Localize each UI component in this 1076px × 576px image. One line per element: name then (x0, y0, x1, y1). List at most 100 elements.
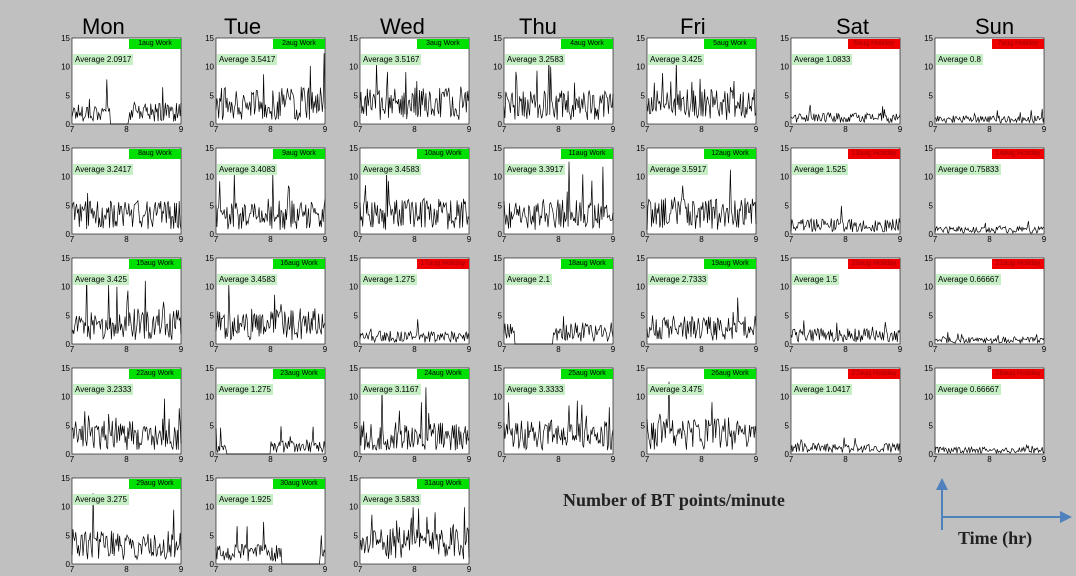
y-tick-label: 10 (493, 393, 502, 402)
panel-plot: 0 5 10 15 7 8 9 (205, 144, 328, 244)
x-tick-label: 9 (611, 125, 616, 134)
x-tick-label: 8 (699, 235, 704, 244)
panel-20aug: 0 5 10 15 7 8 9 20aug Holiday Average 1.5 (780, 254, 915, 356)
panel-plot: 0 5 10 15 7 8 9 (493, 364, 616, 464)
day-type-badge: 22aug Work (129, 369, 181, 379)
day-type-badge: 11aug Work (561, 149, 613, 159)
average-label: Average 3.1167 (361, 384, 421, 395)
day-header-thu: Thu (519, 14, 557, 39)
x-tick-label: 8 (987, 235, 992, 244)
y-tick-label: 10 (924, 393, 933, 402)
y-tick-label: 15 (61, 254, 70, 263)
y-tick-label: 15 (205, 474, 214, 483)
y-tick-label: 5 (641, 91, 646, 100)
y-tick-label: 15 (780, 34, 789, 43)
y-tick-label: 5 (641, 421, 646, 430)
panel-plot: 0 5 10 15 7 8 9 (636, 254, 759, 354)
x-tick-label: 8 (124, 125, 129, 134)
x-tick-label: 7 (214, 125, 219, 134)
y-axis-legend-label: Number of BT points/minute (563, 490, 785, 510)
panel-plot: 0 5 10 15 7 8 9 (924, 364, 1047, 464)
y-tick-label: 0 (785, 340, 790, 349)
day-type-badge: 25aug Work (561, 369, 613, 379)
x-tick-label: 8 (556, 345, 561, 354)
y-tick-label: 0 (210, 340, 215, 349)
day-type-badge: 26aug Work (704, 369, 756, 379)
panel-9aug: 0 5 10 15 7 8 9 9aug Work Average 3.4083 (205, 144, 340, 246)
average-label: Average 3.475 (648, 384, 704, 395)
series-line (215, 521, 326, 565)
x-tick-label: 8 (843, 125, 848, 134)
x-tick-label: 8 (412, 345, 417, 354)
y-tick-label: 5 (785, 311, 790, 320)
y-tick-label: 0 (498, 120, 503, 129)
panel-plot: 0 5 10 15 7 8 9 (349, 364, 472, 464)
average-label: Average 3.5167 (361, 54, 422, 65)
y-tick-label: 5 (929, 201, 934, 210)
average-label: Average 3.2333 (73, 384, 134, 395)
panel-plot: 0 5 10 15 7 8 9 (780, 144, 903, 244)
y-tick-label: 0 (354, 230, 359, 239)
series-line (503, 400, 614, 452)
x-tick-label: 9 (754, 345, 759, 354)
plot-area (934, 147, 1045, 235)
series-line (71, 192, 182, 230)
y-tick-label: 5 (354, 311, 359, 320)
x-tick-label: 8 (412, 125, 417, 134)
x-tick-label: 9 (323, 235, 328, 244)
y-tick-label: 0 (66, 120, 71, 129)
y-tick-label: 5 (498, 421, 503, 430)
average-label: Average 3.4083 (217, 164, 278, 175)
y-tick-label: 15 (636, 144, 645, 153)
x-tick-label: 8 (268, 125, 273, 134)
plot-area (646, 147, 757, 235)
y-tick-label: 15 (636, 364, 645, 373)
average-label: Average 0.75833 (936, 164, 1001, 175)
average-label: Average 2.0917 (73, 54, 134, 65)
y-tick-label: 10 (61, 393, 70, 402)
day-type-badge: 28aug Holiday (992, 369, 1044, 379)
day-header-sun: Sun (975, 14, 1015, 39)
average-label: Average 2.7333 (648, 274, 709, 285)
y-tick-label: 5 (929, 421, 934, 430)
panel-3aug: 0 5 10 15 7 8 9 3aug Work Average 3.5167 (349, 34, 484, 136)
day-type-badge: 10aug Work (417, 149, 469, 159)
y-tick-label: 5 (785, 91, 790, 100)
average-label: Average 1.525 (792, 164, 848, 175)
y-tick-label: 5 (929, 311, 934, 320)
y-tick-label: 0 (641, 230, 646, 239)
x-tick-label: 7 (502, 455, 507, 464)
series-line (359, 170, 470, 230)
panel-plot: 0 5 10 15 7 8 9 (61, 364, 184, 464)
y-tick-label: 15 (205, 34, 214, 43)
panel-29aug: 0 5 10 15 7 8 9 29aug Work Average 3.275 (61, 474, 196, 576)
x-tick-label: 9 (467, 235, 472, 244)
x-tick-label: 8 (268, 455, 273, 464)
x-tick-label: 9 (467, 125, 472, 134)
day-type-badge: 9aug Work (273, 149, 325, 159)
panel-8aug: 0 5 10 15 7 8 9 8aug Work Average 3.2417 (61, 144, 196, 246)
y-tick-label: 5 (354, 91, 359, 100)
average-label: Average 0.66667 (936, 384, 1001, 395)
y-tick-label: 10 (780, 283, 789, 292)
series-line (934, 108, 1045, 124)
series-line (359, 507, 470, 560)
day-type-badge: 27aug Holiday (848, 369, 900, 379)
y-tick-label: 0 (498, 450, 503, 459)
plot-area (359, 477, 470, 565)
y-tick-label: 0 (210, 120, 215, 129)
panel-plot: 0 5 10 15 7 8 9 (636, 144, 759, 244)
plot-area (790, 147, 901, 235)
x-tick-label: 9 (611, 345, 616, 354)
y-tick-label: 0 (641, 120, 646, 129)
series-line (71, 398, 182, 451)
panel-plot: 0 5 10 15 7 8 9 (780, 34, 903, 134)
y-tick-label: 10 (349, 173, 358, 182)
panel-28aug: 0 5 10 15 7 8 9 28aug Holiday Average 0.66667 (924, 364, 1059, 466)
x-tick-label: 9 (898, 345, 903, 354)
y-tick-label: 15 (924, 34, 933, 43)
y-tick-label: 5 (641, 311, 646, 320)
y-tick-label: 5 (210, 421, 215, 430)
y-tick-label: 10 (636, 63, 645, 72)
